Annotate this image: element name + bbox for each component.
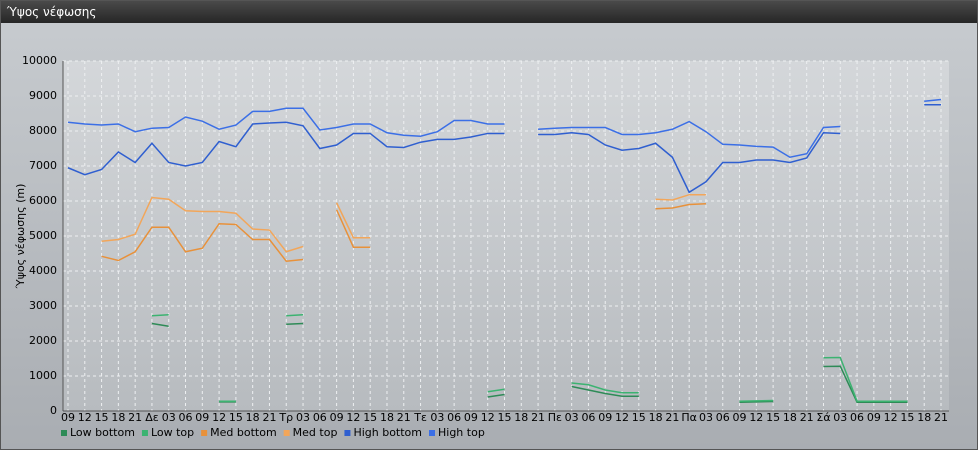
- x-tick-label: 03: [699, 411, 713, 424]
- x-tick-label: 03: [430, 411, 444, 424]
- x-tick-label: 06: [313, 411, 327, 424]
- legend-swatch: [429, 430, 435, 436]
- legend-label: High bottom: [353, 426, 422, 439]
- x-tick-label: Πα: [681, 411, 697, 424]
- x-tick-label: 18: [514, 411, 528, 424]
- x-tick-label: 21: [800, 411, 814, 424]
- x-tick-label: 06: [850, 411, 864, 424]
- legend-label: Low bottom: [70, 426, 135, 439]
- y-tick-label: 8000: [29, 124, 57, 137]
- y-tick-label: 0: [50, 404, 57, 417]
- series-line: [101, 193, 706, 253]
- x-tick-label: 21: [665, 411, 679, 424]
- x-tick-label: 03: [833, 411, 847, 424]
- x-tick-label: 18: [380, 411, 394, 424]
- series-line: [101, 203, 706, 262]
- x-tick-label: 03: [296, 411, 310, 424]
- y-tick-label: 3000: [29, 299, 57, 312]
- x-tick-label: 12: [615, 411, 629, 424]
- x-tick-label: 21: [397, 411, 411, 424]
- y-tick-label: 5000: [29, 229, 57, 242]
- window-title: Ύψος νέφωσης: [1, 1, 977, 23]
- x-tick-label: Σά: [816, 411, 830, 424]
- x-tick-label: 15: [766, 411, 780, 424]
- x-tick-label: 09: [867, 411, 881, 424]
- x-tick-label: 18: [649, 411, 663, 424]
- y-tick-label: 2000: [29, 334, 57, 347]
- legend-swatch: [283, 430, 290, 436]
- legend-swatch: [344, 430, 351, 436]
- x-tick-label: 15: [95, 411, 109, 424]
- y-tick-label: 9000: [29, 89, 57, 102]
- x-tick-label: 18: [246, 411, 260, 424]
- x-tick-label: 09: [464, 411, 478, 424]
- y-tick-label: 1000: [29, 369, 57, 382]
- y-axis-label: Ύψος νέφωσης (m): [14, 184, 27, 290]
- legend-label: Med bottom: [210, 426, 277, 439]
- y-tick-label: 6000: [29, 194, 57, 207]
- x-tick-label: 18: [917, 411, 931, 424]
- x-tick-label: Δε: [145, 411, 159, 424]
- x-tick-label: 21: [262, 411, 276, 424]
- x-tick-label: 09: [598, 411, 612, 424]
- series-line: [67, 104, 941, 194]
- x-tick-label: 12: [481, 411, 495, 424]
- x-tick-label: 18: [111, 411, 125, 424]
- legend-label: Med top: [293, 426, 338, 439]
- x-tick-label: 12: [749, 411, 763, 424]
- x-tick-label: 09: [61, 411, 75, 424]
- x-tick-label: 06: [581, 411, 595, 424]
- x-tick-label: 09: [330, 411, 344, 424]
- x-tick-label: 09: [195, 411, 209, 424]
- series-line: [151, 314, 908, 402]
- x-tick-label: 06: [447, 411, 461, 424]
- x-tick-label: 06: [179, 411, 193, 424]
- x-tick-label: 15: [900, 411, 914, 424]
- y-tick-label: 4000: [29, 264, 57, 277]
- x-tick-label: 12: [78, 411, 92, 424]
- x-tick-label: 06: [716, 411, 730, 424]
- x-tick-label: 21: [128, 411, 142, 424]
- x-tick-label: 12: [212, 411, 226, 424]
- x-tick-label: 21: [531, 411, 545, 424]
- y-tick-label: 7000: [29, 159, 57, 172]
- x-tick-label: 09: [733, 411, 747, 424]
- legend-label: Low top: [151, 426, 194, 439]
- x-tick-label: Τρ: [278, 411, 293, 424]
- x-tick-label: 15: [363, 411, 377, 424]
- legend-swatch: [61, 430, 67, 436]
- x-tick-label: 03: [565, 411, 579, 424]
- legend-swatch: [141, 430, 148, 436]
- series-line: [67, 98, 942, 159]
- x-tick-label: 15: [229, 411, 243, 424]
- x-tick-label: 15: [632, 411, 646, 424]
- x-tick-label: 03: [162, 411, 176, 424]
- legend-swatch: [201, 430, 208, 436]
- x-tick-label: Πε: [548, 411, 562, 424]
- x-tick-label: 18: [783, 411, 797, 424]
- x-tick-label: 21: [934, 411, 948, 424]
- x-tick-label: Τε: [413, 411, 427, 424]
- x-tick-label: 15: [498, 411, 512, 424]
- x-tick-label: 12: [884, 411, 898, 424]
- x-tick-label: 12: [346, 411, 360, 424]
- y-tick-label: 10000: [22, 54, 57, 67]
- legend-label: High top: [438, 426, 485, 439]
